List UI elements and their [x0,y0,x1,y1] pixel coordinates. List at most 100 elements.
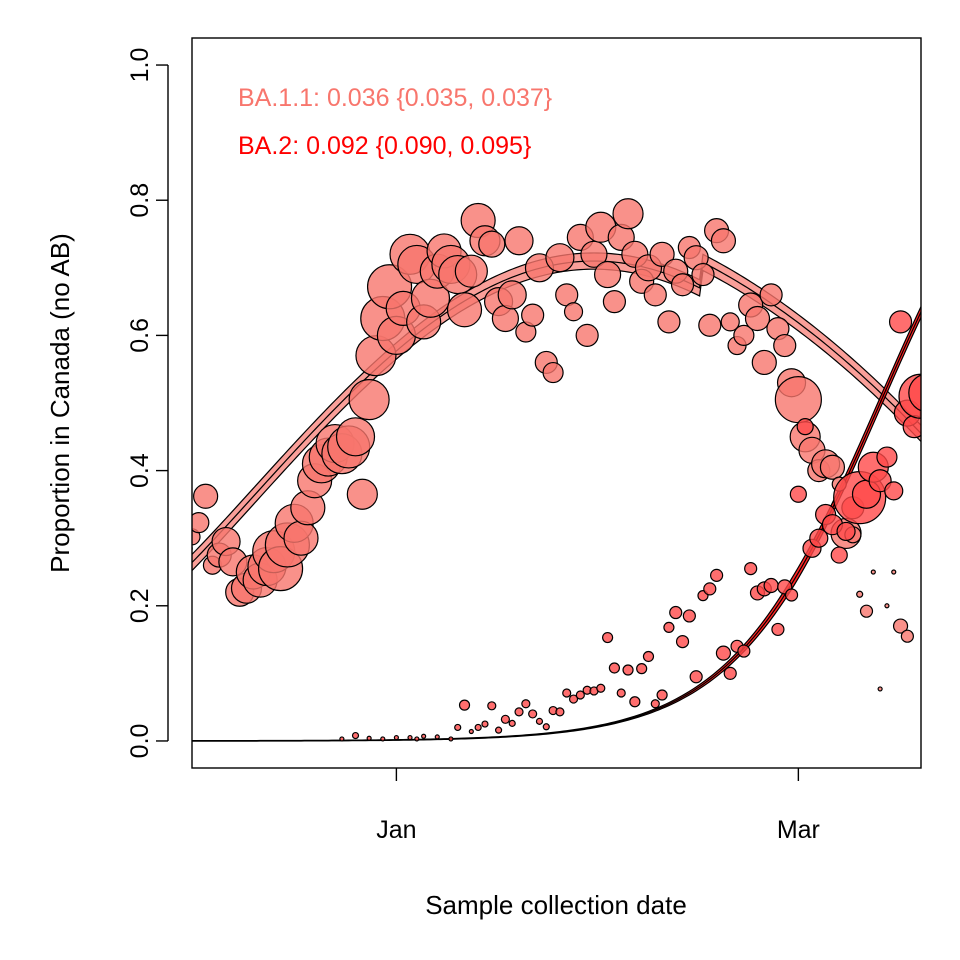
point-ba-2 [723,666,737,680]
point-ba-2 [682,609,696,623]
point-ba-2 [836,521,856,542]
point-ba-1-1 [751,349,777,376]
point-ba-1-1 [153,698,157,702]
point-ba-2 [458,699,471,711]
y-tick-label: 1.0 [126,48,154,83]
legend-entry-ba-2: BA.2: 0.092 {0.090, 0.095} [238,132,531,160]
point-ba-1-1 [884,603,890,609]
point-ba-1-1 [720,312,740,332]
point-ba-1-1 [335,417,376,457]
fit-band-ba-2 [192,305,921,742]
point-ba-2 [689,670,703,684]
fit-bands [192,252,921,742]
point-ba-2 [601,631,614,644]
x-axis: Jan Mar [376,768,820,844]
point-ba-2 [351,731,360,740]
point-ba-2 [474,723,482,732]
point-ba-2 [932,350,960,382]
point-ba-1-1 [670,273,695,297]
point-ba-2 [830,546,848,564]
point-ba-1-1 [759,283,783,307]
point-ba-2 [908,374,921,412]
point-ba-1-1 [819,454,846,480]
point-ba-1-1 [593,260,622,289]
point-ba-2 [468,728,474,735]
point-ba-1-1 [478,230,506,258]
point-ba-1-1 [698,313,722,337]
point-ba-2 [380,736,386,742]
point-ba-2 [809,528,829,548]
point-ba-1-1 [491,304,520,333]
point-ba-2 [487,701,497,711]
point-ba-2 [737,644,751,658]
point-ba-2 [622,664,634,676]
point-ba-1-1 [575,323,599,348]
point-ba-2 [946,343,960,361]
point-ba-1-1 [454,254,488,288]
point-ba-1-1 [542,361,564,384]
point-ba-1-1 [691,262,715,287]
point-ba-1-1 [859,604,874,618]
point-ba-1-1 [891,569,897,575]
point-ba-2 [414,736,420,742]
point-ba-1-1 [446,292,483,328]
point-ba-2 [715,645,732,661]
point-ba-1-1 [643,283,667,307]
point-ba-1-1 [580,240,608,268]
point-ba-1-1 [900,629,914,643]
point-ba-2 [521,699,531,709]
point-ba-2 [763,577,779,594]
fit-line-ba-2 [192,310,921,742]
point-ba-2 [393,734,399,741]
point-ba-2 [616,688,626,698]
point-ba-2 [656,689,668,701]
point-ba-2 [508,719,516,727]
point-ba-1-1 [612,198,644,230]
point-ba-2 [771,622,785,637]
point-ba-1-1 [193,483,219,509]
point-ba-2 [884,481,904,501]
point-ba-1-1 [172,475,184,487]
point-ba-2 [876,446,898,468]
point-ba-1-1 [348,379,390,421]
point-ba-2 [642,650,655,663]
point-ba-2 [629,696,641,708]
y-axis-title: Proportion in Canada (no AB) [45,233,75,573]
point-ba-2 [500,714,511,724]
point-ba-1-1 [773,333,797,358]
point-ba-2 [922,366,948,392]
point-ba-2 [568,694,579,704]
point-ba-1-1 [657,310,681,334]
point-ba-2 [784,588,799,602]
y-tick-label: 0.8 [126,183,154,218]
point-ba-2 [608,662,621,674]
point-ba-1-1 [856,590,864,598]
point-ba-2 [421,733,427,739]
point-ba-2 [744,562,758,576]
point-ba-2 [929,425,953,449]
point-ba-1-1 [346,478,378,510]
point-ba-2 [669,605,683,620]
plot-frame [191,37,922,769]
point-ba-1-1 [602,290,627,314]
point-ba-1-1 [649,241,675,267]
point-ba-2 [888,310,913,334]
point-ba-1-1 [192,544,193,552]
point-ba-2 [902,415,921,439]
point-ba-2 [663,621,675,634]
point-ba-2 [528,709,538,719]
point-ba-1-1 [521,303,545,327]
point-ba-2 [675,635,690,649]
point-ba-2 [454,723,462,732]
point-ba-2 [796,418,814,436]
point-ba-2 [710,568,724,582]
x-axis-title: Sample collection date [425,890,687,920]
point-ba-2 [366,735,372,741]
y-tick-label: 0.2 [126,588,154,623]
point-ba-2 [596,683,606,693]
point-ba-2 [407,734,413,741]
point-ba-1-1 [504,226,534,256]
x-tick-label: Mar [777,816,820,844]
point-ba-1-1 [710,228,737,254]
